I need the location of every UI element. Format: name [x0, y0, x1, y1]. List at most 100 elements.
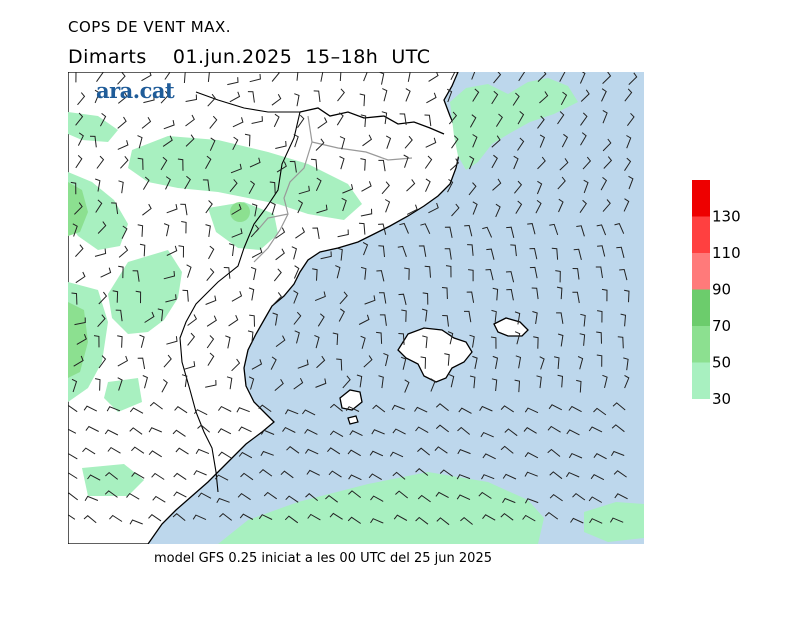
wind-barb: [98, 355, 107, 369]
wind-barb: [232, 117, 244, 128]
wind-barb: [68, 472, 78, 479]
wind-barb: [269, 181, 276, 194]
wind-barb: [445, 265, 452, 278]
wind-barb: [510, 244, 517, 257]
wind-barb: [580, 112, 588, 126]
wind-barb: [393, 514, 408, 521]
wind-barb: [602, 109, 608, 124]
wind-barb: [600, 177, 608, 191]
wind-barb: [327, 447, 341, 455]
wind-barb: [524, 471, 538, 477]
wind-barb: [524, 407, 539, 414]
wind-barb: [536, 375, 542, 389]
wind-barb: [464, 310, 472, 323]
wind-barb: [258, 514, 273, 520]
wind-barb: [590, 474, 605, 481]
wind-barb: [75, 271, 86, 284]
wind-barb: [185, 134, 195, 147]
wind-barb: [506, 288, 514, 301]
legend-label-110: 110: [712, 244, 741, 262]
wind-barb: [391, 404, 405, 410]
gust-area-land-1: [128, 136, 362, 220]
wind-barb: [187, 314, 198, 326]
wind-barb: [472, 201, 478, 215]
wind-barb: [414, 406, 428, 413]
wind-barb: [347, 516, 361, 524]
wind-barb: [544, 511, 559, 520]
wind-barb: [623, 198, 630, 212]
border-pyrenees: [299, 107, 445, 135]
wind-barb: [360, 114, 367, 128]
wind-barb: [148, 514, 162, 522]
wind-barb: [286, 446, 300, 454]
wind-barb: [195, 448, 210, 455]
wind-barb: [580, 89, 590, 102]
wind-barb: [248, 180, 256, 194]
wind-barb: [205, 295, 217, 305]
wind-barb: [425, 137, 437, 148]
wind-barb: [614, 493, 628, 500]
wind-barb: [472, 355, 478, 369]
wind-barb: [602, 374, 608, 389]
wind-barb: [276, 161, 287, 173]
wind-barb: [163, 354, 172, 368]
wind-barb: [479, 405, 493, 412]
wind-barb: [468, 269, 474, 282]
wind-barb: [573, 248, 582, 261]
wind-barb: [435, 403, 449, 411]
wind-barb: [406, 204, 418, 215]
wind-barb: [291, 246, 297, 260]
wind-barb: [596, 331, 602, 344]
wind-barb: [420, 356, 427, 369]
wind-barb: [151, 472, 165, 480]
wind-barb: [449, 158, 460, 171]
wind-barb: [339, 291, 348, 305]
wind-barb: [537, 115, 545, 129]
wind-barb: [444, 226, 453, 238]
wind-barb: [446, 88, 453, 103]
wind-barb: [137, 224, 144, 237]
wind-barb: [207, 93, 216, 107]
wind-barb: [157, 308, 164, 322]
wind-barb: [384, 199, 391, 213]
wind-barb: [539, 91, 549, 104]
wind-barb: [112, 290, 119, 303]
wind-barb: [208, 245, 215, 260]
wind-barb: [560, 91, 568, 106]
wind-barb: [104, 429, 119, 436]
island-formentera: [347, 415, 359, 425]
wind-barb: [118, 265, 124, 279]
wind-barb: [298, 185, 310, 195]
wind-barb: [490, 336, 497, 349]
wind-barb: [424, 114, 432, 127]
wind-barb: [295, 227, 306, 239]
wind-barb: [165, 294, 177, 303]
wind-barb: [165, 176, 171, 190]
legend-swatch-130: [692, 180, 710, 217]
wind-barb: [348, 474, 362, 481]
wind-barb: [472, 88, 480, 102]
gust-area-land-2: [208, 202, 278, 250]
wind-barb: [415, 516, 429, 525]
wind-barb: [263, 491, 277, 500]
wind-barb: [111, 202, 119, 215]
wind-barb: [173, 491, 187, 498]
wind-barb: [184, 175, 191, 190]
wind-barb: [304, 428, 318, 435]
wind-barb: [381, 181, 390, 195]
wind-barb: [572, 492, 586, 501]
wind-barb: [339, 136, 346, 150]
wind-barb: [163, 270, 176, 280]
wind-barb: [100, 267, 112, 278]
wind-barb: [612, 402, 626, 411]
wind-barb: [529, 247, 538, 260]
wind-barb: [602, 138, 612, 152]
ara-cat-logo: ara.cat: [96, 78, 175, 103]
wind-barb: [96, 72, 104, 82]
wind-barb: [142, 203, 152, 216]
wind-barb: [70, 181, 77, 195]
wind-barb: [304, 448, 319, 455]
wind-barb: [139, 334, 145, 348]
wind-barb: [547, 448, 561, 457]
wind-barb: [522, 514, 536, 522]
